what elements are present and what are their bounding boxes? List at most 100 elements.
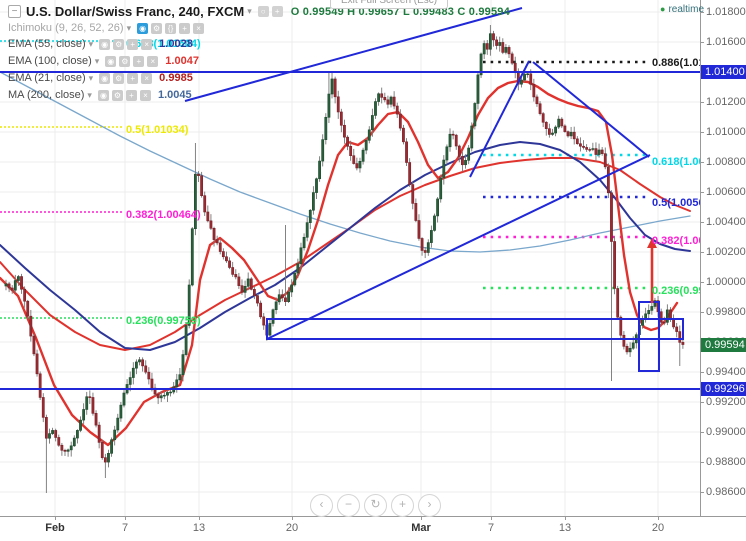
scroll-right-button[interactable]: › bbox=[418, 494, 441, 517]
close-icon[interactable]: × bbox=[139, 89, 151, 101]
time-axis-label: 20 bbox=[285, 522, 299, 534]
trend-line[interactable] bbox=[184, 7, 523, 102]
indicator-row-ema-2: EMA (100, close) ▾ ◉ ⚙ + × 1.0047 bbox=[8, 55, 199, 67]
indicator-label: Ichimoku (9, 26, 52, 26) bbox=[8, 22, 124, 34]
indicator-label: EMA (21, close) bbox=[8, 72, 86, 84]
candle bbox=[190, 228, 194, 286]
title-tool-icon-1[interactable]: + bbox=[271, 6, 283, 17]
eye-icon[interactable]: ◉ bbox=[99, 38, 111, 50]
candle bbox=[492, 33, 495, 41]
candle bbox=[591, 148, 595, 150]
price-axis-label: 0.99400 bbox=[706, 366, 746, 378]
close-icon[interactable]: × bbox=[147, 55, 159, 67]
zoom-in-button[interactable]: + bbox=[391, 494, 414, 517]
ma-200-line[interactable] bbox=[0, 71, 691, 253]
gear-icon[interactable]: ⚙ bbox=[113, 72, 125, 84]
plus-icon[interactable]: + bbox=[125, 89, 137, 101]
trend-line[interactable] bbox=[266, 154, 651, 340]
plus-icon[interactable]: + bbox=[133, 55, 145, 67]
reset-view-button[interactable]: ↻ bbox=[364, 494, 387, 517]
close-icon[interactable]: × bbox=[141, 72, 153, 84]
candle bbox=[395, 105, 399, 115]
gear-icon[interactable]: ⚙ bbox=[113, 38, 125, 50]
gear-icon[interactable]: ⚙ bbox=[119, 55, 131, 67]
chevron-down-icon[interactable]: ▾ bbox=[88, 38, 94, 49]
time-axis-label: 7 bbox=[121, 522, 129, 534]
candle bbox=[293, 272, 297, 286]
candle bbox=[302, 236, 306, 249]
candle bbox=[268, 323, 272, 336]
time-axis-label: 7 bbox=[487, 522, 495, 534]
candle bbox=[119, 404, 123, 419]
gear-icon[interactable]: ⚙ bbox=[111, 89, 123, 101]
candle bbox=[103, 457, 107, 463]
candle bbox=[187, 284, 191, 326]
chevron-down-icon[interactable]: ▾ bbox=[88, 72, 94, 83]
price-axis-label: 1.01800 bbox=[706, 6, 746, 18]
indicator-row-ema-3: EMA (21, close) ▾ ◉ ⚙ + × 0.9985 bbox=[8, 72, 193, 84]
price-axis-label: 1.00200 bbox=[706, 246, 746, 258]
plus-icon[interactable]: + bbox=[179, 22, 191, 34]
candle bbox=[451, 133, 455, 136]
close-icon[interactable]: × bbox=[193, 22, 205, 34]
collapse-legend-icon[interactable]: − bbox=[8, 5, 21, 18]
chevron-down-icon[interactable]: ▾ bbox=[87, 89, 92, 100]
candle bbox=[461, 156, 464, 166]
time-axis[interactable]: Feb 7 13 20 Mar 7 13 20 bbox=[0, 516, 746, 541]
candle bbox=[10, 287, 14, 291]
candle bbox=[563, 125, 567, 132]
eye-icon[interactable]: ◉ bbox=[137, 22, 149, 34]
candle bbox=[582, 145, 585, 148]
drawings bbox=[0, 7, 700, 390]
trend-line[interactable] bbox=[469, 60, 530, 178]
candle bbox=[544, 121, 548, 129]
candle bbox=[429, 230, 433, 243]
candle bbox=[386, 99, 390, 105]
exit-fullscreen-button[interactable]: Exit Full Screen (Esc) bbox=[330, 0, 449, 9]
candle bbox=[678, 331, 682, 343]
ema-100-line[interactable] bbox=[0, 157, 691, 351]
candle bbox=[566, 131, 570, 137]
fib-right-label: 0.382(1.00 bbox=[652, 235, 705, 247]
close-icon[interactable]: × bbox=[141, 38, 153, 50]
candle bbox=[457, 145, 461, 157]
candle bbox=[613, 241, 616, 289]
scroll-left-button[interactable]: ‹ bbox=[310, 494, 333, 517]
title-tool-icon-0[interactable]: ○ bbox=[257, 6, 269, 17]
candle bbox=[54, 430, 58, 438]
candle bbox=[442, 159, 446, 179]
candle bbox=[100, 442, 104, 458]
zoom-out-button[interactable]: − bbox=[337, 494, 360, 517]
indicator-label: EMA (100, close) bbox=[8, 55, 92, 67]
fib-left-label: 0.382(1.00464) bbox=[126, 209, 201, 221]
eye-icon[interactable]: ◉ bbox=[105, 55, 117, 67]
candle bbox=[352, 155, 356, 164]
candle bbox=[215, 239, 219, 244]
candle bbox=[225, 256, 228, 262]
rectangle-drawing[interactable] bbox=[266, 318, 684, 340]
chevron-down-icon[interactable]: ▾ bbox=[94, 55, 100, 66]
candle bbox=[128, 377, 132, 385]
chevron-down-icon[interactable]: ▾ bbox=[247, 6, 252, 16]
ema-21-line[interactable] bbox=[0, 79, 679, 447]
indicator-row-ichimoku-0: Ichimoku (9, 26, 52, 26) ▾ ◉ ⚙{} + × bbox=[8, 22, 205, 34]
plus-icon[interactable]: + bbox=[127, 38, 139, 50]
candle bbox=[641, 318, 644, 326]
time-axis-label: Mar bbox=[411, 522, 431, 534]
candle bbox=[560, 118, 564, 127]
plus-icon[interactable]: + bbox=[127, 72, 139, 84]
eye-icon[interactable]: ◉ bbox=[97, 89, 109, 101]
eye-icon[interactable]: ◉ bbox=[99, 72, 111, 84]
candle bbox=[299, 247, 303, 265]
gear-icon[interactable]: ⚙ bbox=[151, 22, 163, 34]
price-axis[interactable]: 1.01800 1.01600 1.01400 1.01200 1.01000 1.008… bbox=[700, 0, 746, 516]
candle bbox=[346, 136, 349, 147]
braces-icon[interactable]: {} bbox=[165, 22, 177, 34]
candle bbox=[380, 93, 384, 98]
rectangle-drawing[interactable] bbox=[638, 301, 660, 372]
trend-line[interactable] bbox=[532, 61, 650, 158]
time-axis-label: 13 bbox=[192, 522, 206, 534]
candle bbox=[79, 419, 82, 431]
chevron-down-icon[interactable]: ▾ bbox=[126, 22, 132, 33]
